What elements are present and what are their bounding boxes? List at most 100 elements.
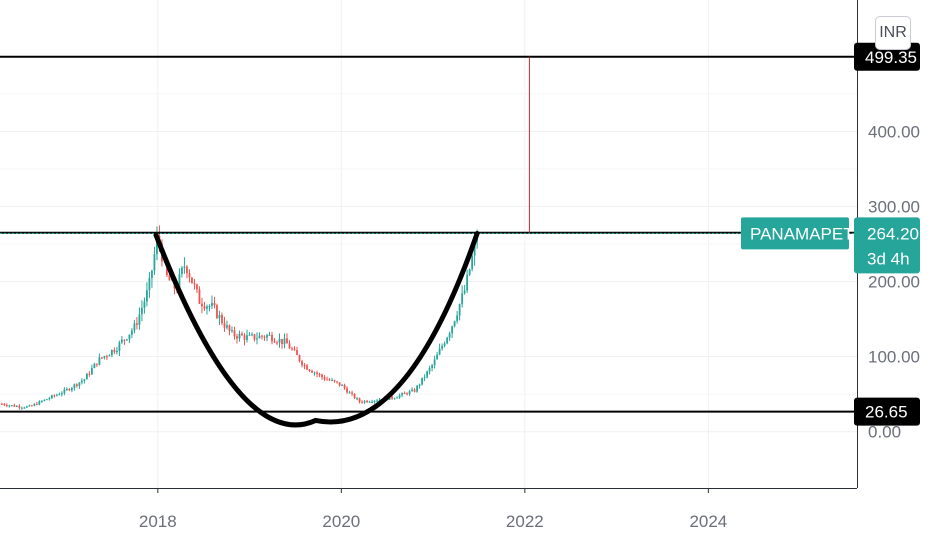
candle-body [106,356,108,358]
candle-body [303,365,306,367]
candle-body [281,338,283,345]
candle-body [203,306,206,309]
candle-body [223,323,226,328]
candle-body [153,254,156,271]
candle-body [471,255,474,270]
candle-body [298,355,301,362]
candle-body [248,334,251,336]
candle-body [361,401,363,403]
candle-body [126,339,128,341]
time-tick-label: 2024 [689,512,727,531]
candle-body [70,387,73,391]
candle-body [208,306,211,308]
candle-body [103,356,106,358]
price-tick-label: 200.00 [868,273,920,292]
candle-body [128,334,131,340]
last-price-label: 264.20 [867,224,919,243]
candle-body [436,354,439,360]
candle-body [421,377,423,385]
candle-body [35,403,38,405]
candle-body [433,359,436,366]
time-tick-label: 2018 [139,512,177,531]
candle-body [53,395,56,397]
candle-body [3,403,6,406]
candle-body [65,388,68,390]
candle-body [406,393,408,395]
candle-body [376,400,378,402]
candle-body [293,349,296,351]
price-tick-label: 400.00 [868,122,920,141]
candle-body [90,368,93,375]
candle-body [301,361,303,366]
symbol-tag: PANAMAPET [750,224,854,243]
candle-body [85,373,88,380]
candle-body [333,380,336,382]
candle-body [423,377,426,379]
candle-body [353,393,356,399]
candle-body [273,341,276,343]
candle-body [336,381,338,383]
candle-body [276,342,278,344]
candle-body [20,407,23,409]
candle-body [326,379,328,381]
candle-body [443,343,446,346]
candle-body [191,277,193,284]
candle-body [398,395,401,398]
candle-body [258,335,261,339]
candle-body [458,304,461,316]
candle-body [88,373,91,375]
price-tick-label: 300.00 [868,197,920,216]
candle-body [466,274,469,291]
candle-body [43,399,46,401]
candle-body [148,277,151,291]
candle-body [93,363,96,369]
candle-body [338,382,341,386]
candle-body [111,349,113,356]
candle-body [253,334,256,340]
candle-body [98,357,101,365]
candle-body [188,273,191,278]
candle-body [181,267,183,275]
candle-body [358,398,361,402]
candle-body [266,335,268,338]
candle-body [321,374,323,378]
candle-body [178,274,181,291]
candle-body [468,269,471,275]
candle-body [391,396,393,399]
candle-body [8,405,11,407]
candle-body [63,389,66,394]
time-tick-label: 2020 [322,512,360,531]
candle-body [243,335,246,340]
candle-body [451,326,454,334]
candle-body [138,314,141,325]
candle-body [193,283,196,285]
candle-body [473,241,476,256]
candle-body [68,388,71,391]
candle-body [23,407,26,409]
candle-body [121,339,123,343]
price-tick-label: 0.00 [868,423,901,442]
candle-body [118,342,121,351]
candle-body [316,372,318,374]
time-axis[interactable]: 2018 2020 2022 2024 [0,488,857,531]
currency-badge[interactable]: INR [875,16,911,50]
candle-body [78,382,81,386]
candle-body [113,349,116,352]
candle-body [416,385,418,392]
candle-body [5,405,8,407]
candle-body [131,330,133,335]
user-drawings[interactable] [153,56,530,428]
candle-body [366,400,368,403]
candle-body [306,365,308,370]
candle-body [261,335,263,337]
candle-body [136,323,138,325]
candle-body [213,302,216,306]
candle-body [313,372,316,374]
cup-pattern-curve[interactable] [153,230,480,428]
candle-body [318,373,321,375]
candle-body [48,398,51,400]
candle-body [83,379,86,381]
candle-body [246,335,248,340]
horizontal-levels[interactable] [0,55,857,413]
